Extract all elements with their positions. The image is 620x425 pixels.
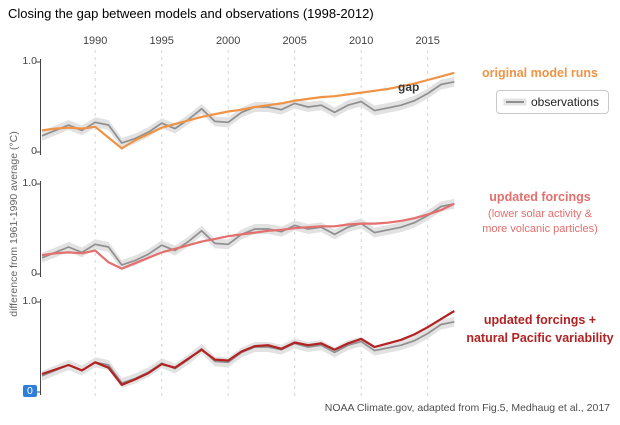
legend-observations-label: observations xyxy=(531,95,600,109)
source-caption: NOAA Climate.gov, adapted from Fig.5, Me… xyxy=(324,402,610,414)
y-tick-label: 1.0 xyxy=(22,55,37,67)
x-tick-label: 2015 xyxy=(415,35,440,47)
x-tick-label: 1995 xyxy=(149,35,174,47)
y-tick-label: 0 xyxy=(31,267,37,279)
y-tick-label: 1.0 xyxy=(22,295,37,307)
legend-updated-forcings-sub1: (lower solar activity & xyxy=(488,208,592,220)
y-tick-label: 0 xyxy=(31,145,37,157)
legend-updated-forcings-title: updated forcings xyxy=(489,190,591,204)
legend-original-model-runs: original model runs xyxy=(482,66,598,80)
legend-observations: observations xyxy=(496,90,610,114)
legend-pacific-line1: updated forcings + xyxy=(483,313,597,327)
x-tick-label: 2005 xyxy=(282,35,307,47)
x-tick-label: 2000 xyxy=(215,35,241,47)
gap-annotation: gap xyxy=(398,80,420,94)
x-tick-label: 1990 xyxy=(82,35,108,47)
y-axis-label: difference from 1961-1990 average (°C) xyxy=(8,131,20,317)
observations-line-sample xyxy=(506,101,524,103)
x-tick-label: 2010 xyxy=(348,35,374,47)
y-tick-label: 1.0 xyxy=(22,177,37,189)
legend-pacific-line2: natural Pacific variability xyxy=(466,331,614,346)
y-tick-label: 0 xyxy=(23,385,37,397)
figure-title: Closing the gap between models and obser… xyxy=(8,6,374,21)
legend-updated-forcings: updated forcings (lower solar activity &… xyxy=(462,190,618,237)
legend-updated-forcings-sub2: more volcanic particles) xyxy=(482,222,598,235)
legend-updated-forcings-pacific: updated forcings + natural Pacific varia… xyxy=(462,311,618,347)
